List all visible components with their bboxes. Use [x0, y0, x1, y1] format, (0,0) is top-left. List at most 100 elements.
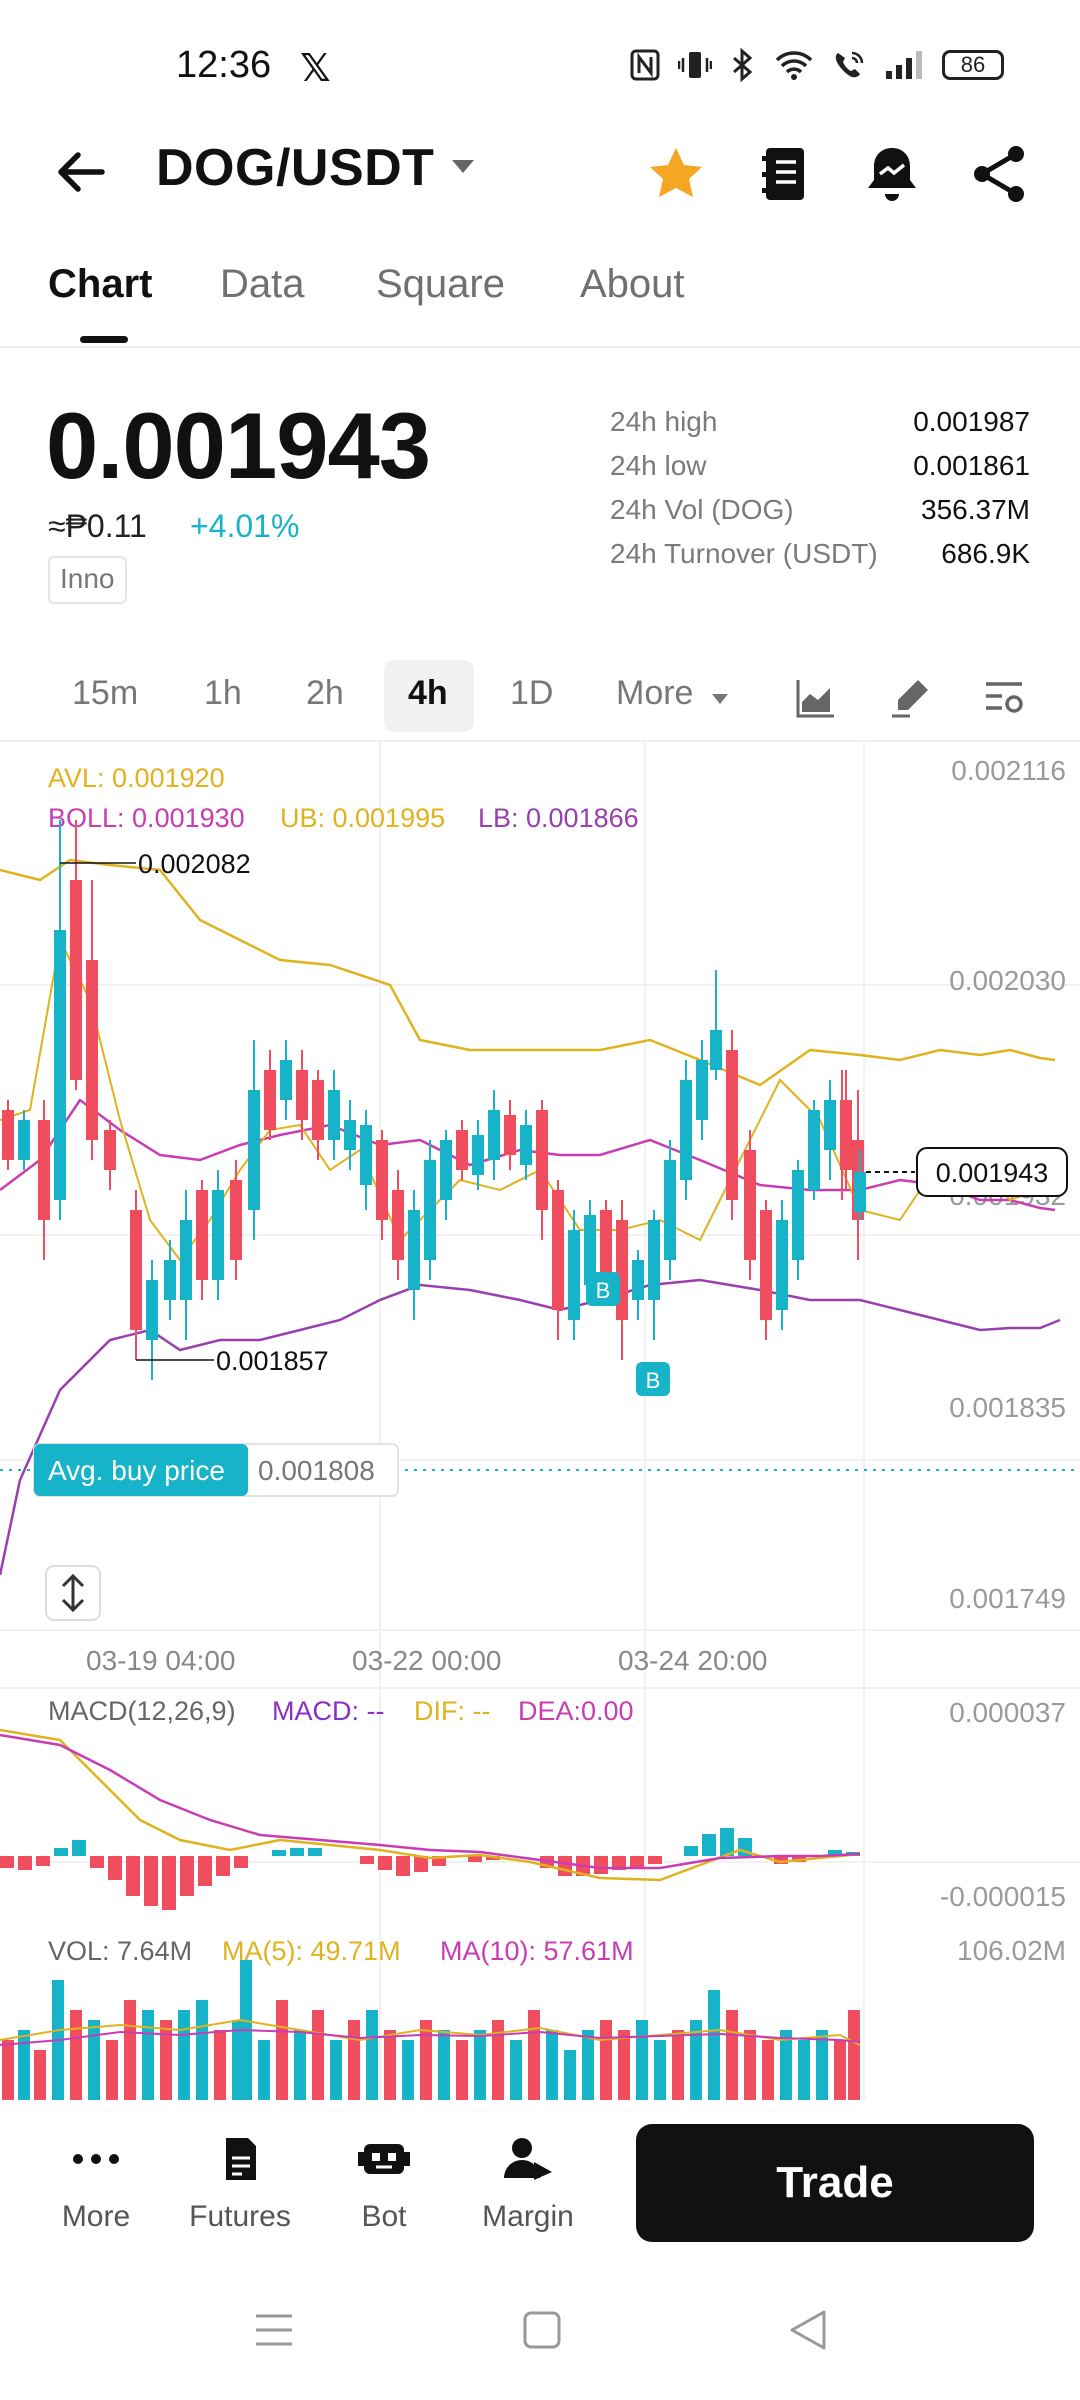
avl-indicator: AVL: 0.001920 — [48, 763, 225, 793]
buy-marker-label: B — [646, 1368, 661, 1393]
stat-value: 356.37M — [921, 494, 1030, 525]
avl-line — [0, 936, 1061, 1262]
status-time: 12:36 — [176, 44, 272, 86]
bot-icon — [358, 2144, 410, 2174]
buy-marker[interactable]: B — [636, 1362, 670, 1396]
zone-tag[interactable]: Inno — [48, 556, 127, 604]
buy-marker-label: B — [596, 1278, 611, 1303]
nav-label: More — [61, 2200, 131, 2233]
macd-dea-line — [0, 1733, 861, 1870]
stat-row: 24h Turnover (USDT) 686.9K — [610, 538, 1030, 582]
timeframe-15m[interactable]: 15m — [72, 674, 139, 712]
recent-apps-icon[interactable] — [252, 2308, 296, 2352]
system-nav-bar — [0, 2280, 1080, 2400]
chevron-down-icon[interactable] — [452, 160, 474, 173]
stat-label: 24h Vol (DOG) — [610, 494, 794, 525]
stat-row: 24h Vol (DOG) 356.37M — [610, 494, 1030, 538]
futures-icon — [226, 2138, 256, 2180]
time-axis-label: 03-22 00:00 — [352, 1645, 501, 1676]
time-axis: 03-19 04:00 03-22 00:00 03-24 20:00 — [86, 1645, 767, 1676]
vol-value: VOL: 7.64M — [48, 1936, 192, 1966]
timeframe-4h[interactable]: 4h — [408, 674, 448, 712]
trade-button[interactable]: Trade — [636, 2124, 1034, 2242]
margin-icon — [504, 2138, 552, 2180]
nav-futures-button[interactable]: Futures — [180, 2134, 300, 2234]
back-arrow-icon[interactable] — [52, 142, 112, 202]
star-icon[interactable] — [644, 142, 708, 206]
x-logo-icon: 𝕏 — [300, 48, 331, 90]
boll-ub-indicator: UB: 0.001995 — [280, 803, 445, 833]
status-icons: 86 — [630, 48, 1004, 82]
stat-value: 0.001987 — [913, 406, 1030, 437]
nfc-icon — [630, 49, 660, 81]
indicator-settings-icon[interactable] — [982, 676, 1026, 720]
low-marker-label: 0.001857 — [216, 1346, 329, 1376]
nav-bot-button[interactable]: Bot — [324, 2134, 444, 2234]
stat-row: 24h low 0.001861 — [610, 450, 1030, 494]
boll-lb-indicator: LB: 0.001866 — [478, 803, 639, 833]
tab-data[interactable]: Data — [220, 262, 305, 306]
tab-chart[interactable]: Chart — [48, 262, 153, 306]
alert-bell-icon[interactable] — [860, 142, 924, 206]
stat-value: 0.001861 — [913, 450, 1030, 481]
drawing-pen-icon[interactable] — [888, 676, 932, 720]
macd-title: MACD(12,26,9) — [48, 1696, 236, 1726]
high-marker: 0.002082 — [60, 849, 251, 879]
header: DOG/USDT — [0, 120, 1080, 230]
fiat-price: ≈₱0.11 — [48, 508, 147, 544]
stat-row: 24h high 0.001987 — [610, 406, 1030, 450]
pair-title[interactable]: DOG/USDT — [156, 139, 435, 197]
time-axis-label: 03-24 20:00 — [618, 1645, 767, 1676]
boll-indicator: BOLL: 0.001930 — [48, 803, 245, 833]
nav-label: Margin — [482, 2200, 574, 2233]
price-axis-label: 0.001835 — [949, 1392, 1066, 1423]
price-axis-label: 0.001749 — [949, 1583, 1066, 1614]
nav-margin-button[interactable]: Margin — [468, 2134, 588, 2234]
timeframe-1d[interactable]: 1D — [510, 674, 554, 712]
stat-label: 24h Turnover (USDT) — [610, 538, 878, 569]
timeframe-active-bg — [384, 660, 474, 732]
avg-buy-value: 0.001808 — [258, 1455, 375, 1486]
battery-icon: 86 — [942, 50, 1004, 80]
macd-value: MACD: -- — [272, 1696, 384, 1726]
page-tabs: Chart Data Square About — [0, 250, 1080, 348]
avg-buy-tag[interactable]: Avg. buy price 0.001808 — [33, 1443, 399, 1497]
avg-buy-label: Avg. buy price — [48, 1455, 225, 1486]
tab-about[interactable]: About — [580, 262, 685, 306]
last-price: 0.001943 — [46, 393, 431, 498]
share-icon[interactable] — [968, 142, 1032, 206]
nav-more-button[interactable]: More — [36, 2134, 156, 2234]
chart-type-icon[interactable] — [794, 676, 838, 720]
timeframe-1h[interactable]: 1h — [204, 674, 242, 712]
kline-chart[interactable]: AVL: 0.001920 BOLL: 0.001930 UB: 0.00199… — [0, 740, 1080, 2100]
price-axis-label: 0.002116 — [951, 755, 1066, 786]
nav-label: Bot — [361, 2200, 407, 2233]
bottom-nav: More Futures Bot Margin Trade — [0, 2100, 1080, 2260]
macd-dif-line — [0, 1728, 861, 1882]
vibrate-icon — [678, 52, 712, 78]
home-icon[interactable] — [520, 2308, 564, 2352]
stat-label: 24h high — [610, 406, 718, 437]
buy-marker[interactable]: B — [586, 1272, 620, 1306]
scale-toggle-button[interactable] — [45, 1565, 101, 1621]
price-change: +4.01% — [190, 508, 300, 544]
candles — [2, 820, 866, 1380]
timeframe-2h[interactable]: 2h — [306, 674, 344, 712]
timeframe-bar: 15m 1h 2h 4h 1D More — [0, 660, 1080, 742]
signal-icon — [886, 51, 922, 79]
chevron-down-icon[interactable] — [712, 694, 728, 704]
vol-axis-top: 106.02M — [957, 1935, 1066, 1966]
vol-legend: VOL: 7.64M MA(5): 49.71M MA(10): 57.61M — [48, 1936, 634, 1966]
time-axis-label: 03-19 04:00 — [86, 1645, 235, 1676]
low-marker: 0.001857 — [136, 1346, 329, 1376]
stat-label: 24h low — [610, 450, 707, 481]
macd-legend: MACD(12,26,9) MACD: -- DIF: -- DEA:0.00 — [48, 1696, 634, 1726]
tab-square[interactable]: Square — [376, 262, 505, 306]
notebook-icon[interactable] — [752, 142, 816, 206]
high-marker-label: 0.002082 — [138, 849, 251, 879]
bluetooth-icon — [733, 48, 753, 82]
back-nav-icon[interactable] — [786, 2308, 830, 2352]
timeframe-more[interactable]: More — [616, 674, 694, 712]
macd-dea: DEA:0.00 — [518, 1696, 634, 1726]
macd-axis-top: 0.000037 — [949, 1697, 1066, 1728]
